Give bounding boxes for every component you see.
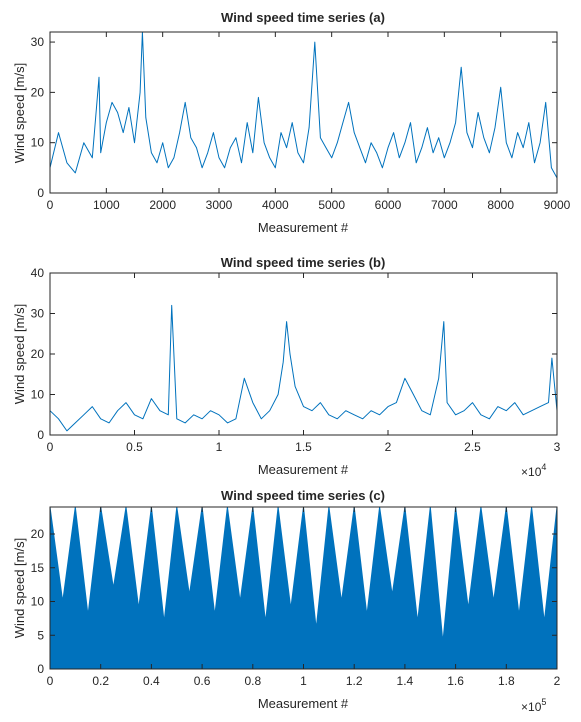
panel-c-xlabel: Measurement # xyxy=(258,696,349,711)
panel-b-series-line-0 xyxy=(49,304,558,432)
panel-c-xtick-label: 2 xyxy=(554,674,561,688)
panel-a-xtick-label: 5000 xyxy=(318,198,345,212)
panel-a-xtick-label: 8000 xyxy=(487,198,514,212)
panel-c-ytick-label: 10 xyxy=(31,595,45,609)
panel-b-xtick-label: 2.5 xyxy=(464,440,481,454)
panel-c-xtick-label: 1.4 xyxy=(397,674,414,688)
panel-b-ytick-label: 20 xyxy=(31,347,45,361)
panel-c-x-exponent: ×105 xyxy=(521,697,546,714)
panel-b-xtick-label: 1 xyxy=(216,440,223,454)
panel-c-ytick-label: 20 xyxy=(31,527,45,541)
panel-c-xtick-label: 1.6 xyxy=(447,674,464,688)
panel-c-ytick-label: 0 xyxy=(37,662,44,676)
panel-a-plot xyxy=(49,31,558,179)
panel-b: Wind speed time series (b) Measurement #… xyxy=(12,255,561,479)
panel-c-ytick-label: 5 xyxy=(37,628,44,642)
panel-b-ytick-label: 40 xyxy=(31,266,45,280)
panel-c-x-exponent-base: 10 xyxy=(528,700,542,714)
panel-a-xtick-label: 2000 xyxy=(149,198,176,212)
panel-b-ytick-label: 0 xyxy=(37,428,44,442)
panel-b-ytick-label: 30 xyxy=(31,307,45,321)
panel-b-xtick-label: 0 xyxy=(47,440,54,454)
panel-b-x-exponent-power: 4 xyxy=(541,462,546,472)
panel-c-title: Wind speed time series (c) xyxy=(221,488,385,503)
panel-b-x-exponent-base: 10 xyxy=(528,465,542,479)
panel-c-ytick-label: 15 xyxy=(31,561,45,575)
panel-c-xtick-label: 0.4 xyxy=(143,674,160,688)
panel-c-series-area-0 xyxy=(49,506,558,670)
panel-c-xtick-label: 0.6 xyxy=(194,674,211,688)
panel-c-xtick-label: 0 xyxy=(47,674,54,688)
panel-b-xtick-label: 1.5 xyxy=(295,440,312,454)
panel-c-xtick-label: 0.8 xyxy=(244,674,261,688)
panel-c-xtick-label: 1.2 xyxy=(346,674,363,688)
panel-b-plot xyxy=(49,304,558,432)
panel-b-title: Wind speed time series (b) xyxy=(221,255,386,270)
panel-c-x-exponent-times: × xyxy=(521,700,528,714)
panel-a-axes: 0 1000 2000 3000 4000 5000 6000 7000 8000 9000 0 10… xyxy=(31,31,571,212)
panel-a-xtick-label: 6000 xyxy=(375,198,402,212)
panel-a-xtick-label: 1000 xyxy=(93,198,120,212)
panel-a-ytick-label: 20 xyxy=(31,85,45,99)
panel-b-xtick-label: 0.5 xyxy=(126,440,143,454)
panel-c-plot xyxy=(49,506,558,670)
panel-a-xlabel: Measurement # xyxy=(258,220,349,235)
panel-a-xtick-label: 3000 xyxy=(206,198,233,212)
panel-a-series-line-0 xyxy=(49,31,558,179)
panel-b-xlabel: Measurement # xyxy=(258,462,349,477)
panel-a-xtick-label: 0 xyxy=(47,198,54,212)
panel-b-xtick-label: 3 xyxy=(554,440,561,454)
panel-a-xtick-label: 9000 xyxy=(544,198,571,212)
panel-b-ytick-label: 10 xyxy=(31,388,45,402)
panel-c-x-exponent-power: 5 xyxy=(541,697,546,707)
panel-b-ylabel: Wind speed [m/s] xyxy=(12,304,27,404)
panel-a-xtick-label: 7000 xyxy=(431,198,458,212)
panel-c-xtick-label: 0.2 xyxy=(92,674,109,688)
panel-a-frame xyxy=(49,31,558,194)
panel-a-xtick-label: 4000 xyxy=(262,198,289,212)
panel-b-xtick-label: 2 xyxy=(385,440,392,454)
panel-c-xtick-label: 1 xyxy=(300,674,307,688)
panel-a-ytick-label: 30 xyxy=(31,35,45,49)
panel-b-x-exponent-times: × xyxy=(521,465,528,479)
panel-b-x-exponent: ×104 xyxy=(521,462,546,479)
panel-c-ylabel: Wind speed [m/s] xyxy=(12,538,27,638)
panel-c: Wind speed time series (c) Measurement #… xyxy=(12,488,561,714)
panel-a-ylabel: Wind speed [m/s] xyxy=(12,63,27,163)
panel-a-ytick-label: 10 xyxy=(31,136,45,150)
panel-b-frame xyxy=(49,272,558,436)
panel-a-title: Wind speed time series (a) xyxy=(221,10,385,25)
panel-a-ytick-label: 0 xyxy=(37,186,44,200)
panel-a: Wind speed time series (a) Measurement #… xyxy=(12,10,571,235)
panel-c-xtick-label: 1.8 xyxy=(498,674,515,688)
